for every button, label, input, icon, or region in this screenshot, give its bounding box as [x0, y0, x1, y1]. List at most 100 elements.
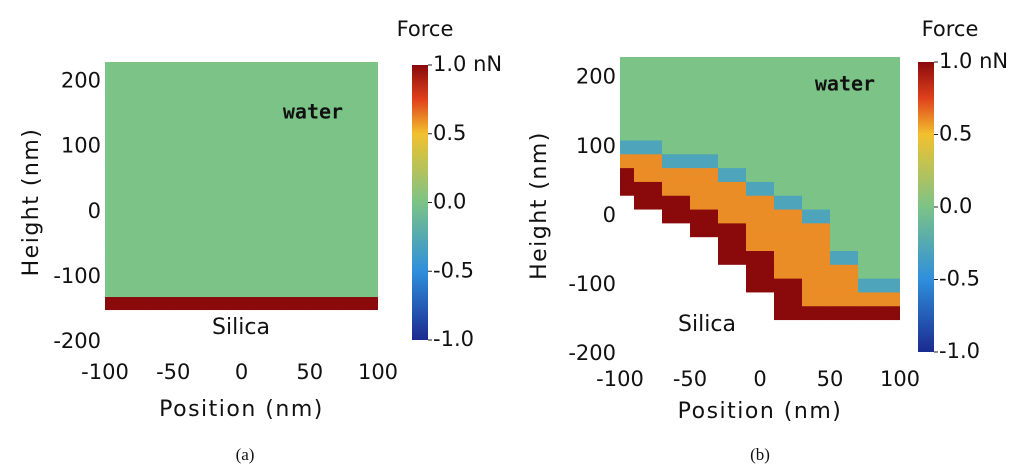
- heatmap-cell: [228, 88, 256, 102]
- heatmap-cell: [146, 140, 174, 154]
- heatmap-cell: [146, 257, 174, 271]
- heatmap-cell: [364, 218, 392, 232]
- heatmap-cell: [255, 153, 283, 167]
- heatmap-cell: [718, 112, 747, 126]
- heatmap-cell: [201, 270, 229, 284]
- heatmap-cell: [119, 270, 147, 284]
- heatmap-cell: [746, 112, 775, 126]
- heatmap-cell: [364, 127, 392, 141]
- heatmap-cell: [886, 292, 915, 306]
- heatmap-cell: [337, 127, 365, 141]
- heatmap-cell: [802, 223, 831, 237]
- x-tick-label: 100: [358, 360, 398, 384]
- heatmap-cell: [802, 126, 831, 140]
- heatmap-cell: [830, 57, 859, 71]
- heatmap-cell: [830, 278, 859, 292]
- heatmap-cell: [228, 192, 256, 206]
- heatmap-cell: [146, 153, 174, 167]
- heatmap-cell: [690, 154, 719, 168]
- heatmap-cell: [718, 140, 747, 154]
- x-tick-label: 0: [753, 367, 766, 391]
- heatmap-cell: [662, 57, 691, 71]
- heatmap-cell: [830, 195, 859, 209]
- heatmap-cell: [255, 140, 283, 154]
- heatmap-cell: [364, 244, 392, 258]
- heatmap-cell: [173, 231, 201, 245]
- heatmap-cell: [858, 57, 887, 71]
- heatmap-cell: [662, 85, 691, 99]
- heatmap-cell: [830, 264, 859, 278]
- heatmap-cell: [173, 244, 201, 258]
- colorbar-title: Force: [397, 17, 454, 41]
- heatmap-cell: [830, 250, 859, 264]
- colorbar-tick-label: 0.0: [433, 190, 466, 214]
- heatmap-cell: [173, 75, 201, 89]
- heatmap-cell: [310, 257, 338, 271]
- heatmap-cell: [310, 244, 338, 258]
- heatmap-cell: [282, 296, 310, 310]
- heatmap-cell: [146, 192, 174, 206]
- heatmap-cell: [662, 112, 691, 126]
- heatmap-cell: [746, 57, 775, 71]
- heatmap-cell: [830, 223, 859, 237]
- heatmap-cell: [228, 283, 256, 297]
- heatmap-cell: [364, 140, 392, 154]
- heatmap-cell: [690, 195, 719, 209]
- heatmap-cell: [830, 140, 859, 154]
- heatmap-cell: [364, 296, 392, 310]
- heatmap-cell: [364, 75, 392, 89]
- heatmap-cell: [255, 179, 283, 193]
- heatmap-cell: [255, 283, 283, 297]
- heatmap-cell: [282, 75, 310, 89]
- heatmap-cell: [173, 205, 201, 219]
- heatmap-cell: [690, 71, 719, 85]
- heatmap-cell: [282, 62, 310, 76]
- heatmap-cell: [802, 195, 831, 209]
- heatmap-cell: [146, 75, 174, 89]
- heatmap-cell: [662, 126, 691, 140]
- heatmap-cell: [91, 179, 119, 193]
- heatmap-cell: [173, 140, 201, 154]
- heatmap-cell: [886, 195, 915, 209]
- heatmap-cell: [201, 244, 229, 258]
- heatmap-cell: [718, 98, 747, 112]
- heatmap-cell: [802, 181, 831, 195]
- heatmap-cell: [802, 250, 831, 264]
- heatmap-cell: [255, 231, 283, 245]
- heatmap-cell: [364, 101, 392, 115]
- heatmap-cell: [201, 257, 229, 271]
- x-tick-label: 0: [235, 360, 248, 384]
- y-axis-title: Height (nm): [19, 128, 44, 277]
- heatmap-cell: [255, 205, 283, 219]
- heatmap-cell: [201, 101, 229, 115]
- heatmap-cell: [830, 306, 859, 320]
- heatmap-cell: [802, 154, 831, 168]
- heatmap-cell: [201, 205, 229, 219]
- heatmap-cell: [228, 244, 256, 258]
- heatmap-cell: [282, 244, 310, 258]
- heatmap-cell: [282, 179, 310, 193]
- y-tick-label: 100: [61, 134, 101, 158]
- annotation: Silica: [212, 315, 270, 340]
- heatmap-cell: [830, 98, 859, 112]
- heatmap-cell: [201, 283, 229, 297]
- heatmap-cell: [146, 127, 174, 141]
- heatmap-cell: [282, 231, 310, 245]
- heatmap-cell: [146, 88, 174, 102]
- heatmap-cell: [634, 126, 663, 140]
- heatmap-cell: [746, 98, 775, 112]
- heatmap-cell: [337, 296, 365, 310]
- heatmap-cell: [774, 71, 803, 85]
- x-tick-label: -100: [596, 367, 644, 391]
- heatmap-cell: [746, 278, 775, 292]
- heatmap-cell: [255, 62, 283, 76]
- heatmap-cell: [606, 112, 635, 126]
- heatmap-cell: [634, 154, 663, 168]
- heatmap-cell: [662, 195, 691, 209]
- heatmap-cell: [255, 257, 283, 271]
- heatmap-cell: [255, 101, 283, 115]
- heatmap-cell: [634, 71, 663, 85]
- heatmap-cell: [201, 179, 229, 193]
- heatmap-cell: [337, 153, 365, 167]
- heatmap-cell: [634, 112, 663, 126]
